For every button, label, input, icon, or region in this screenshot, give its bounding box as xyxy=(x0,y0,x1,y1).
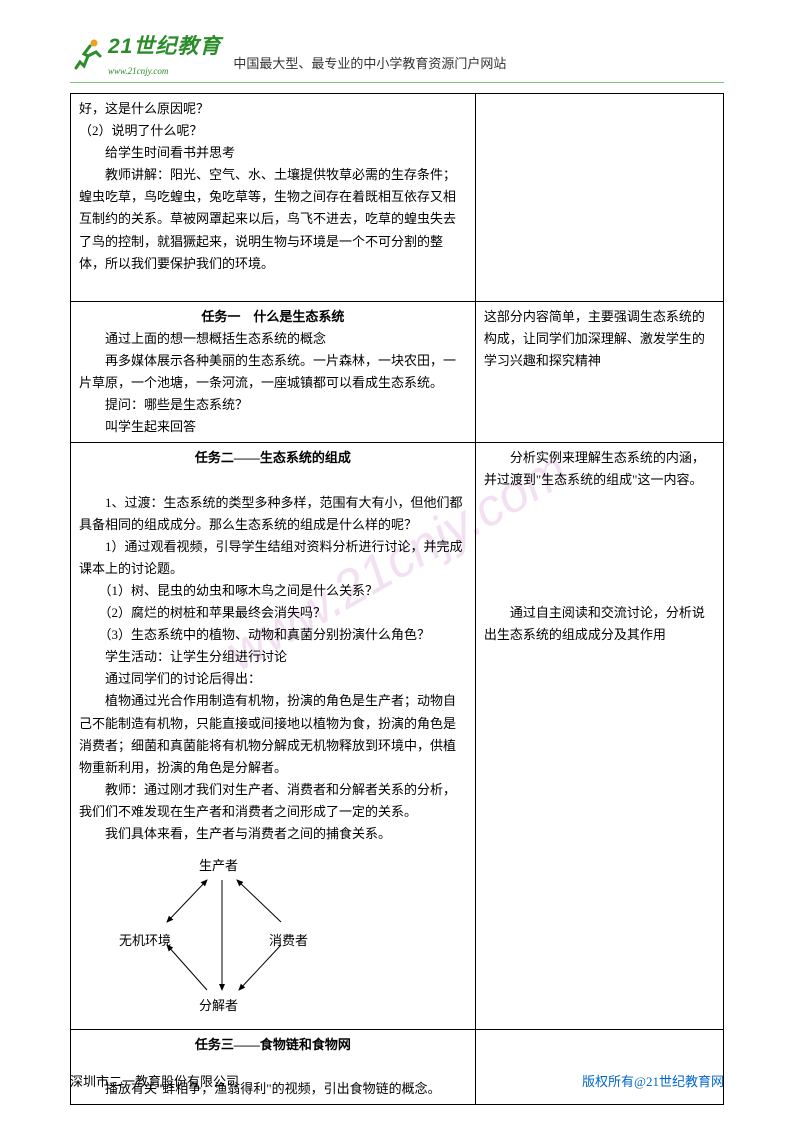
lesson-text: 教师讲解：阳光、空气、水、土壤提供牧草必需的生存条件；蝗虫吃草，鸟吃蝗虫，兔吃草… xyxy=(79,164,467,274)
lesson-note xyxy=(484,558,715,580)
lesson-text: 通过同学们的讨论后得出： xyxy=(79,668,467,690)
lesson-text: 植物通过光合作用制造有机物，扮演的角色是生产者；动物自己不能制造有机物，只能直接… xyxy=(79,690,467,778)
logo: 21世纪教育 www.21cnjy.com xyxy=(70,30,221,78)
diagram-node-consumer: 消费者 xyxy=(269,930,308,952)
lesson-cell-right-1: 这部分内容简单，主要强调生态系统的构成，让同学们加深理解、激发学生的学习兴趣和探… xyxy=(475,301,723,443)
lesson-text xyxy=(79,469,467,491)
lesson-text: 播放有关"蚌相争，渔翁得利"的视频，引出食物链的概念。 xyxy=(79,1078,467,1100)
lesson-note: 通过自主阅读和交流讨论，分析说出生态系统的组成成分及其作用 xyxy=(484,602,715,646)
lesson-text: 教师：通过刚才我们对生产者、消费者和分解者关系的分析，我们们不难发现在生产者和消… xyxy=(79,779,467,823)
lesson-text: （2）腐烂的树桩和苹果最终会消失吗？ xyxy=(79,602,467,624)
ecosystem-diagram: 生产者无机环境 消费者分解者 xyxy=(99,850,359,1020)
lesson-cell-left-3: 任务三——食物链和食物网 播放有关"蚌相争，渔翁得利"的视频，引出食物链的概念。 xyxy=(71,1030,476,1105)
lesson-cell-right-2: 分析实例来理解生态系统的内涵，并过渡到"生态系统的组成"这一内容。 通过自主阅读… xyxy=(475,443,723,1030)
logo-text-sub: www.21cnjy.com xyxy=(108,64,221,78)
lesson-text xyxy=(79,275,467,297)
lesson-text xyxy=(79,1056,467,1078)
lesson-cell-left-1: 任务一 什么是生态系统 通过上面的想一想概括生态系统的概念 再多媒体展示各种美丽… xyxy=(71,301,476,443)
lesson-text: （1）树、昆虫的幼虫和啄木鸟之间是什么关系？ xyxy=(79,580,467,602)
logo-runner-icon xyxy=(70,36,106,72)
lesson-cell-right-0 xyxy=(475,93,723,301)
logo-text-main: 21世纪教育 xyxy=(108,30,221,64)
lesson-cell-left-2: 任务二——生态系统的组成 1、过渡：生态系统的类型多种多样，范围有大有小，但他们… xyxy=(71,443,476,1030)
section-title: 任务一 什么是生态系统 xyxy=(79,306,467,328)
lesson-text: 1）通过观看视频，引导学生结组对资料分析进行讨论，并完成课本上的讨论题。 xyxy=(79,536,467,580)
lesson-text: 给学生时间看书并思考 xyxy=(79,142,467,164)
diagram-node-env: 无机环境 xyxy=(119,930,171,952)
lesson-note xyxy=(484,536,715,558)
lesson-text: 再多媒体展示各种美丽的生态系统。一片森林，一块农田，一片草原，一个池塘，一条河流… xyxy=(79,350,467,394)
lesson-text: （2）说明了什么呢？ xyxy=(79,120,467,142)
lesson-text: 好，这是什么原因呢？ xyxy=(79,98,467,120)
lesson-text: 学生活动：让学生分组进行讨论 xyxy=(79,646,467,668)
lesson-note xyxy=(484,580,715,602)
diagram-node-decomposer: 分解者 xyxy=(199,995,238,1017)
lesson-text: （3）生态系统中的植物、动物和真菌分别扮演什么角色？ xyxy=(79,624,467,646)
lesson-text: 1、过渡：生态系统的类型多种多样，范围有大有小，但他们都具备相同的组成成分。那么… xyxy=(79,492,467,536)
header-slogan: 中国最大型、最专业的中小学教育资源门户网站 xyxy=(233,54,506,75)
lesson-note: 分析实例来理解生态系统的内涵，并过渡到"生态系统的组成"这一内容。 xyxy=(484,447,715,491)
section-title: 任务二——生态系统的组成 xyxy=(79,447,467,469)
lesson-text: 通过上面的想一想概括生态系统的概念 xyxy=(79,328,467,350)
lesson-table: 好，这是什么原因呢？（2）说明了什么呢？ 给学生时间看书并思考 教师讲解：阳光、… xyxy=(70,93,724,1105)
lesson-text: 我们具体来看，生产者与消费者之间的捕食关系。 xyxy=(79,823,467,845)
lesson-cell-right-3 xyxy=(475,1030,723,1105)
lesson-text: 提问：哪些是生态系统？ xyxy=(79,394,467,416)
lesson-note xyxy=(484,492,715,514)
page-header: 21世纪教育 www.21cnjy.com 中国最大型、最专业的中小学教育资源门… xyxy=(70,30,724,83)
lesson-note xyxy=(484,514,715,536)
lesson-note: 这部分内容简单，主要强调生态系统的构成，让同学们加深理解、激发学生的学习兴趣和探… xyxy=(484,306,715,372)
lesson-text: 叫学生起来回答 xyxy=(79,416,467,438)
section-title: 任务三——食物链和食物网 xyxy=(79,1034,467,1056)
lesson-cell-left-0: 好，这是什么原因呢？（2）说明了什么呢？ 给学生时间看书并思考 教师讲解：阳光、… xyxy=(71,93,476,301)
diagram-node-producer: 生产者 xyxy=(199,855,238,877)
